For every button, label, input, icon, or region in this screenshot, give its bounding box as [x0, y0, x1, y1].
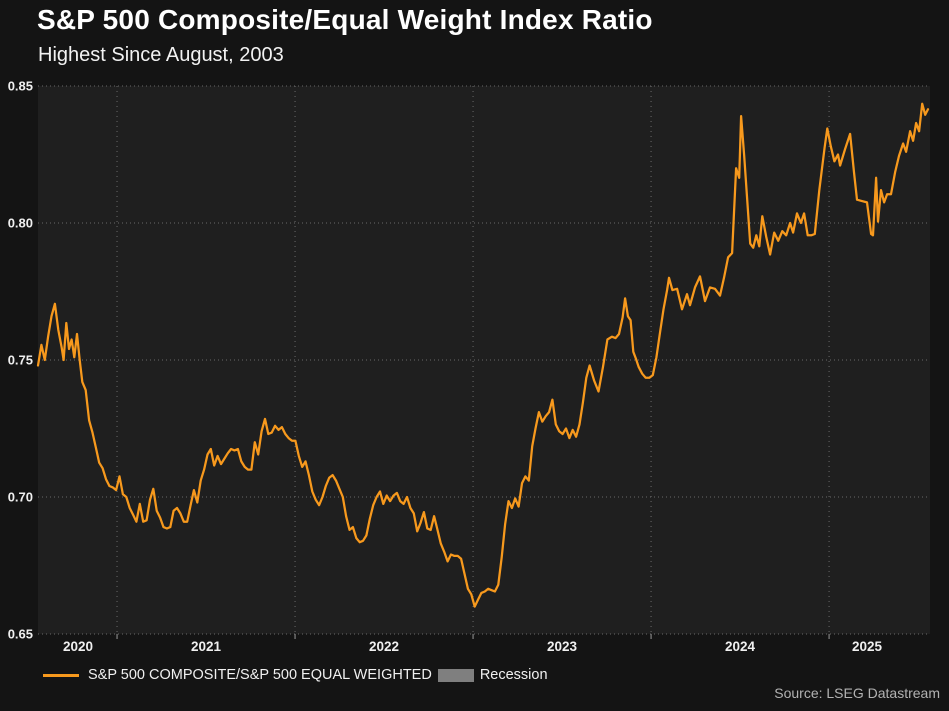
y-axis-tick-label: 0.65	[8, 627, 33, 642]
x-axis-tick-label: 2023	[547, 639, 578, 654]
series-line-swatch	[43, 673, 79, 677]
y-axis-tick-label: 0.75	[8, 353, 33, 368]
plot-area	[38, 86, 930, 634]
y-axis-tick-label: 0.80	[8, 216, 33, 231]
y-axis-tick-label: 0.70	[8, 490, 33, 505]
page-title: S&P 500 Composite/Equal Weight Index Rat…	[37, 4, 653, 35]
series-legend-label: S&P 500 COMPOSITE/S&P 500 EQUAL WEIGHTED	[88, 667, 432, 683]
chart-legend: S&P 500 COMPOSITE/S&P 500 EQUAL WEIGHTED…	[43, 666, 548, 684]
recession-legend-label: Recession	[479, 667, 548, 683]
x-axis-tick-label: 2020	[63, 639, 93, 654]
x-axis-tick-label: 2025	[852, 639, 883, 654]
x-axis-tick-label: 2022	[369, 639, 399, 654]
recession-swatch	[437, 668, 474, 682]
x-axis-tick-label: 2024	[725, 639, 756, 654]
ratio-series-line	[36, 102, 930, 608]
x-axis-tick-label: 2021	[191, 639, 222, 654]
source-credit: Source: LSEG Datastream	[774, 685, 940, 701]
chart-subtitle: Highest Since August, 2003	[38, 44, 284, 66]
y-axis-tick-label: 0.85	[8, 79, 33, 94]
